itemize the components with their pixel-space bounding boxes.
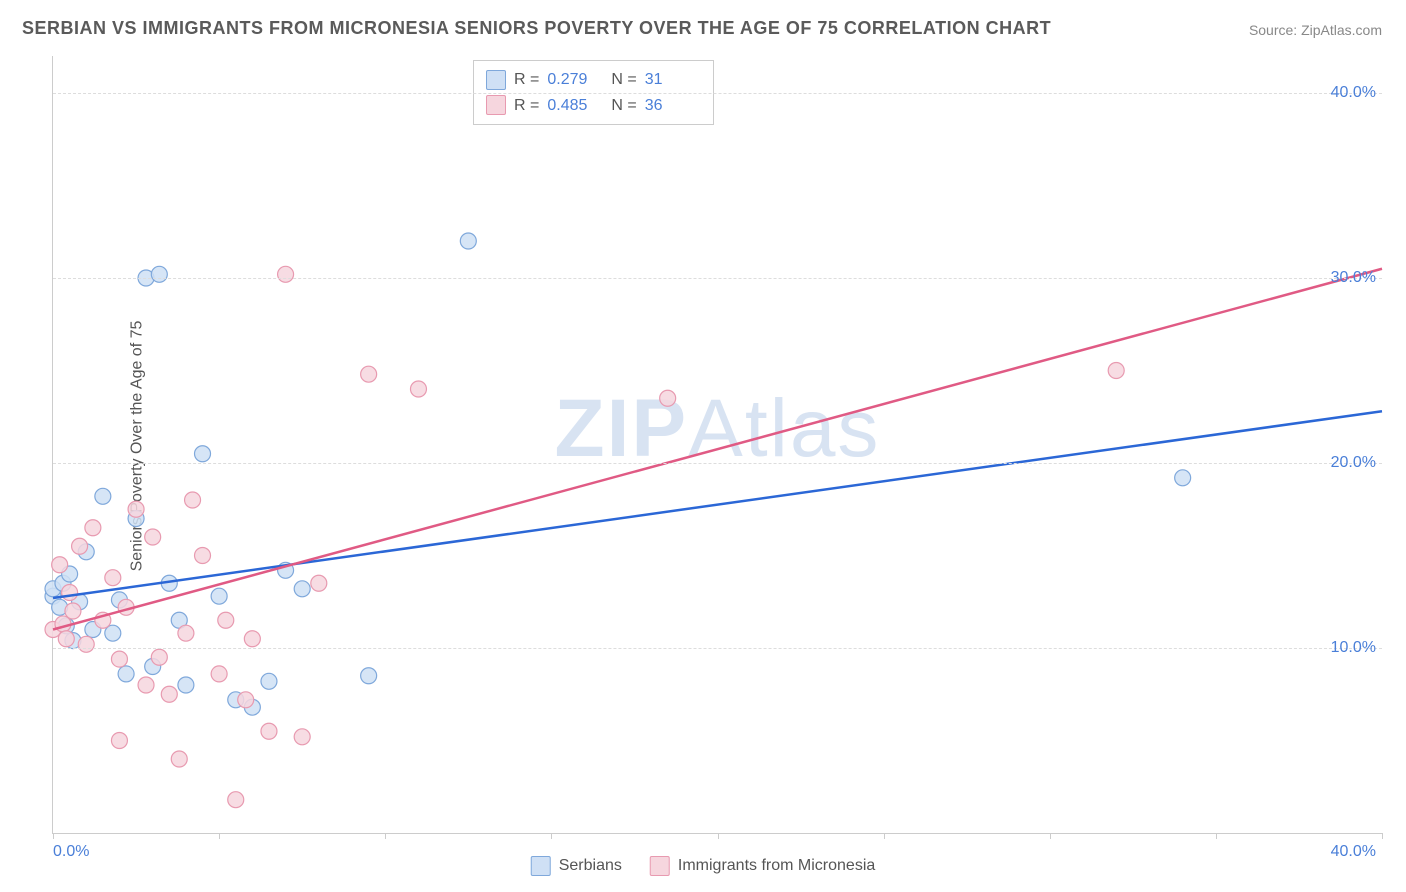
x-tick-mark: [53, 833, 54, 839]
chart-canvas: [53, 56, 1382, 833]
data-point: [128, 501, 144, 517]
data-point: [410, 381, 426, 397]
source-attribution: Source: ZipAtlas.com: [1249, 22, 1382, 38]
data-point: [151, 649, 167, 665]
data-point: [178, 625, 194, 641]
gridline-h: [53, 463, 1382, 464]
data-point: [185, 492, 201, 508]
data-point: [62, 585, 78, 601]
data-point: [118, 666, 134, 682]
x-tick-mark: [718, 833, 719, 839]
data-point: [228, 792, 244, 808]
data-point: [1108, 363, 1124, 379]
y-tick-label: 20.0%: [1331, 454, 1376, 472]
gridline-h: [53, 93, 1382, 94]
y-tick-label: 30.0%: [1331, 269, 1376, 287]
legend-item-micronesia: Immigrants from Micronesia: [650, 856, 875, 876]
data-point: [294, 729, 310, 745]
data-point: [1175, 470, 1191, 486]
x-tick-mark: [385, 833, 386, 839]
y-tick-label: 40.0%: [1331, 84, 1376, 102]
x-tick-mark: [219, 833, 220, 839]
data-point: [278, 266, 294, 282]
data-point: [660, 390, 676, 406]
data-point: [85, 520, 101, 536]
data-point: [361, 668, 377, 684]
data-point: [211, 666, 227, 682]
gridline-h: [53, 278, 1382, 279]
data-point: [261, 723, 277, 739]
data-point: [211, 588, 227, 604]
legend-label-serbians: Serbians: [559, 857, 622, 875]
data-point: [261, 673, 277, 689]
trend-line: [53, 411, 1382, 598]
chart-title: SERBIAN VS IMMIGRANTS FROM MICRONESIA SE…: [22, 18, 1051, 39]
data-point: [65, 603, 81, 619]
data-point: [294, 581, 310, 597]
data-point: [145, 529, 161, 545]
x-tick-mark: [551, 833, 552, 839]
data-point: [238, 692, 254, 708]
plot-area: ZIPAtlas R = 0.279 N = 31 R = 0.485 N = …: [52, 56, 1382, 834]
data-point: [95, 488, 111, 504]
x-tick-mark: [1216, 833, 1217, 839]
gridline-h: [53, 648, 1382, 649]
data-point: [244, 631, 260, 647]
data-point: [178, 677, 194, 693]
series-legend: Serbians Immigrants from Micronesia: [531, 856, 876, 876]
data-point: [111, 651, 127, 667]
trend-line: [53, 269, 1382, 630]
legend-item-serbians: Serbians: [531, 856, 622, 876]
data-point: [361, 366, 377, 382]
data-point: [311, 575, 327, 591]
swatch-serbians-bottom: [531, 856, 551, 876]
legend-label-micronesia: Immigrants from Micronesia: [678, 857, 875, 875]
data-point: [72, 538, 88, 554]
data-point: [171, 751, 187, 767]
data-point: [151, 266, 167, 282]
y-tick-label: 10.0%: [1331, 639, 1376, 657]
data-point: [58, 631, 74, 647]
data-point: [138, 677, 154, 693]
data-point: [460, 233, 476, 249]
x-tick-mark: [1382, 833, 1383, 839]
x-axis-max-label: 40.0%: [1331, 843, 1376, 861]
x-tick-mark: [884, 833, 885, 839]
data-point: [105, 570, 121, 586]
x-axis-min-label: 0.0%: [53, 843, 89, 861]
data-point: [161, 686, 177, 702]
data-point: [78, 636, 94, 652]
data-point: [218, 612, 234, 628]
data-point: [52, 557, 68, 573]
data-point: [195, 446, 211, 462]
data-point: [111, 733, 127, 749]
x-tick-mark: [1050, 833, 1051, 839]
data-point: [195, 548, 211, 564]
swatch-micronesia-bottom: [650, 856, 670, 876]
